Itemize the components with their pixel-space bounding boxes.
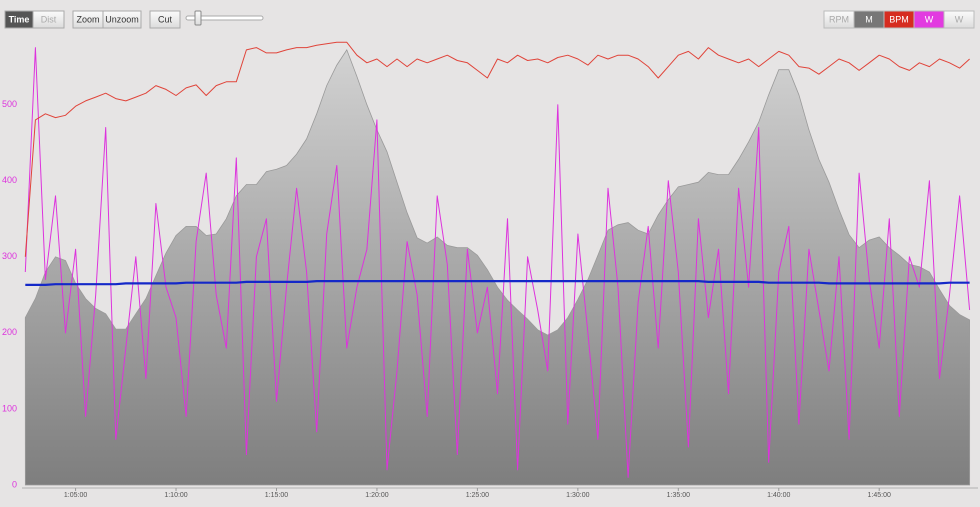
legend-button[interactable]: M (853, 10, 885, 29)
x-tick-label: 1:15:00 (265, 492, 288, 499)
button-bg[interactable] (102, 10, 142, 29)
button-bg[interactable] (943, 10, 975, 29)
plot (24, 41, 971, 486)
legend-button[interactable]: W (913, 10, 945, 29)
toolbar-button[interactable]: Zoom (72, 10, 104, 29)
button-label[interactable]: RPM (829, 14, 849, 24)
toolbar-button[interactable]: Unzoom (102, 10, 142, 29)
y-tick-label: 100 (2, 403, 17, 413)
legend-label[interactable]: W (955, 14, 964, 24)
x-tick-label: 1:10:00 (164, 492, 187, 499)
button-label[interactable]: Zoom (76, 14, 99, 24)
slider-track[interactable] (185, 15, 264, 21)
button-label[interactable]: Dist (41, 14, 57, 24)
y-tick-label: 300 (2, 251, 17, 261)
button-label[interactable]: Cut (158, 14, 173, 24)
y-tick-label: 0 (12, 479, 17, 489)
series-line (25, 280, 970, 286)
x-tick-label: 1:25:00 (466, 492, 489, 499)
x-tick-label: 1:40:00 (767, 492, 790, 499)
legend-button[interactable]: W (943, 10, 975, 29)
toolbar-button[interactable]: Time (4, 10, 34, 29)
x-tick-label: 1:30:00 (566, 492, 589, 499)
x-tick-label: 1:45:00 (868, 492, 891, 499)
y-tick-label: 400 (2, 175, 17, 185)
x-tick-label: 1:35:00 (667, 492, 690, 499)
toolbar-button[interactable]: Cut (149, 10, 181, 29)
x-tick-label: 1:20:00 (365, 492, 388, 499)
slider-handle[interactable] (194, 10, 202, 26)
button-label[interactable]: Time (9, 14, 30, 24)
series-line (24, 47, 971, 478)
legend-button[interactable]: BPM (883, 10, 915, 29)
button-label[interactable]: Unzoom (105, 14, 139, 24)
elevation-area (24, 49, 971, 486)
button-bg[interactable] (149, 10, 181, 29)
toolbar-button[interactable]: Dist (32, 10, 65, 29)
x-tick-label: 1:05:00 (64, 492, 87, 499)
legend-label[interactable]: BPM (889, 14, 909, 24)
legend-label[interactable]: W (925, 14, 934, 24)
toolbar: Time Dist Zoom Unzoom Cut RPM M BPM W W (4, 10, 975, 29)
legend-label[interactable]: M (865, 14, 873, 24)
y-tick-label: 500 (2, 99, 17, 109)
series-line (24, 41, 970, 257)
button-bg[interactable] (32, 10, 65, 29)
legend-button[interactable]: RPM (823, 10, 855, 29)
y-tick-label: 200 (2, 327, 17, 337)
